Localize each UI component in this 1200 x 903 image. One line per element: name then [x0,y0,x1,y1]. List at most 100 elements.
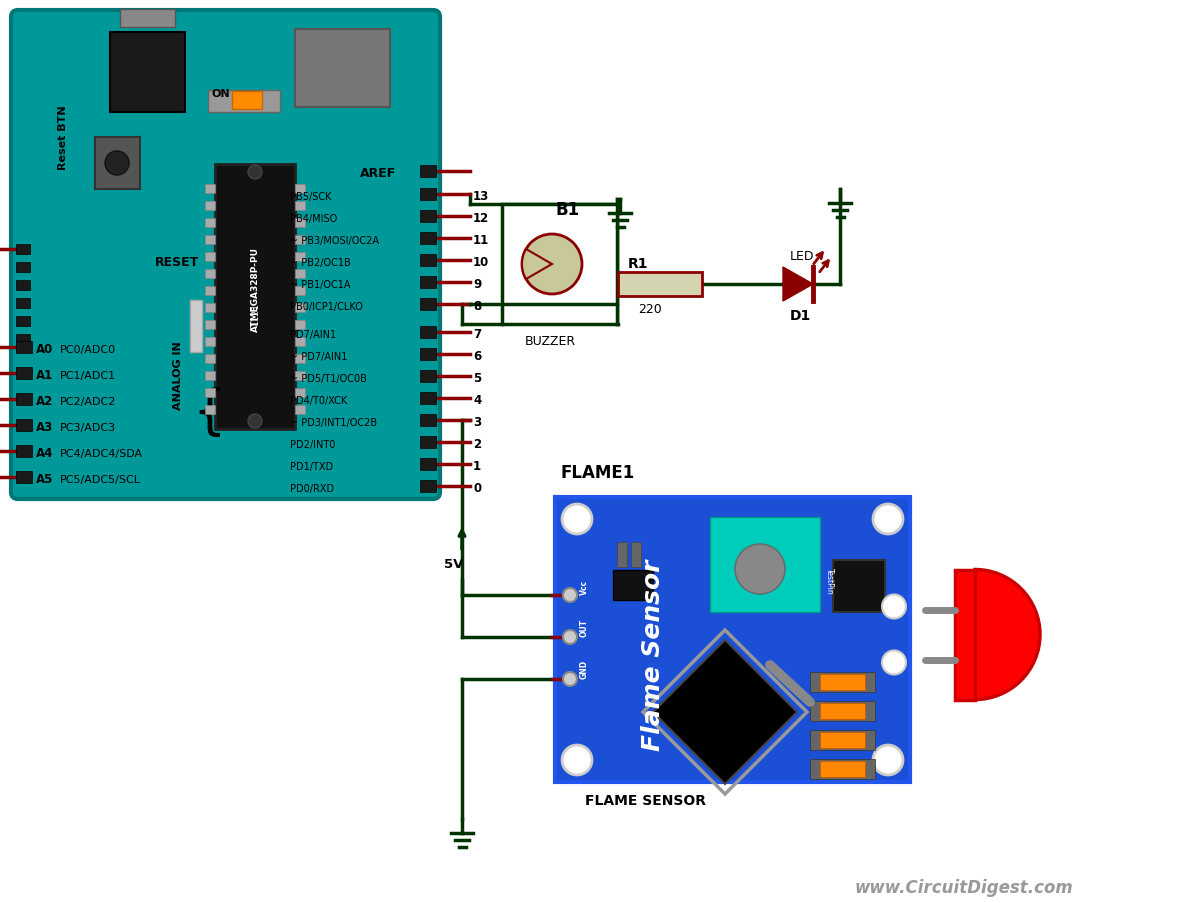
Text: A5: A5 [36,472,53,486]
Bar [295,321,305,330]
Circle shape [562,505,592,535]
Bar [16,341,32,354]
Circle shape [563,630,577,644]
Bar [205,303,215,312]
Bar [618,273,702,297]
Bar [205,201,215,210]
Bar [295,405,305,414]
Bar [205,405,215,414]
Text: 5V: 5V [444,557,463,571]
Bar [420,436,436,449]
Bar [295,372,305,380]
Text: PB4/MISO: PB4/MISO [290,214,337,224]
Text: PD0/RXD: PD0/RXD [290,483,334,493]
Wedge shape [976,570,1040,700]
Bar [295,253,305,262]
Circle shape [874,745,904,775]
Bar [295,355,305,364]
Text: PC4/ADC4/SDA: PC4/ADC4/SDA [60,449,143,459]
Circle shape [106,152,130,176]
Bar [16,299,30,309]
Text: BUZZER: BUZZER [526,335,576,348]
Text: ~ PD7/AIN1: ~ PD7/AIN1 [290,351,347,361]
Bar [295,185,305,194]
Text: 3: 3 [473,415,481,429]
Bar [420,210,436,223]
Text: D1: D1 [790,309,811,322]
Text: PD7/AIN1: PD7/AIN1 [290,330,336,340]
Bar [420,276,436,289]
Text: 13: 13 [473,190,490,203]
Bar [205,388,215,397]
Text: ATMEGA328P-PU: ATMEGA328P-PU [251,247,259,331]
Bar [16,335,30,345]
Text: 1: 1 [473,460,481,472]
Bar [205,338,215,347]
Bar [420,166,436,178]
Bar [120,10,175,28]
Text: A0: A0 [36,342,53,356]
Text: A1: A1 [36,368,53,382]
Bar [205,253,215,262]
Bar [208,91,280,113]
Text: 9: 9 [473,278,481,291]
Bar [295,30,390,107]
Text: PC3/ADC3: PC3/ADC3 [60,423,116,433]
Bar [420,393,436,405]
Bar [16,471,32,483]
Circle shape [248,166,262,180]
Bar [420,299,436,311]
Text: PB0/ICP1/CLKO: PB0/ICP1/CLKO [290,302,362,312]
Text: ~ PD3/INT1/OC2B: ~ PD3/INT1/OC2B [290,417,377,427]
Bar [205,321,215,330]
Bar [205,219,215,228]
Bar [710,517,820,612]
Bar [190,301,202,352]
Bar [502,205,617,325]
Text: 4: 4 [473,394,481,406]
Bar [16,263,30,273]
Bar [232,92,262,110]
Bar [617,543,628,567]
Text: A4: A4 [36,446,53,460]
Text: PB5/SCK: PB5/SCK [290,191,331,201]
Text: RESET: RESET [155,256,199,269]
Text: TestPin: TestPin [826,568,834,594]
Text: OUT: OUT [580,619,589,637]
Bar [810,702,875,721]
Bar [613,571,653,600]
Bar [16,420,32,432]
Text: PC0/ADC0: PC0/ADC0 [60,345,116,355]
Text: 10: 10 [473,256,490,269]
Bar [295,303,305,312]
Bar [205,286,215,295]
Bar [820,675,865,690]
Bar [16,368,32,379]
Text: GND: GND [580,659,589,678]
Text: AREF: AREF [360,167,396,180]
Bar [110,33,185,113]
Bar [420,327,436,339]
Text: FLAME SENSOR: FLAME SENSOR [586,793,706,807]
Text: 8: 8 [473,300,481,312]
Bar [295,236,305,245]
Wedge shape [522,250,552,280]
Text: 6: 6 [473,349,481,363]
Bar [16,445,32,458]
Bar [295,270,305,279]
Text: A3: A3 [36,421,53,433]
Bar [205,372,215,380]
Bar [215,165,295,430]
Text: PC2/ADC2: PC2/ADC2 [60,396,116,406]
Circle shape [562,745,592,775]
Text: Flame Sensor: Flame Sensor [641,559,665,750]
Text: ~ PB3/MOSI/OC2A: ~ PB3/MOSI/OC2A [290,236,379,246]
Text: B1: B1 [556,200,580,219]
Text: R1: R1 [628,256,648,271]
Bar [205,270,215,279]
Text: 12: 12 [473,212,490,225]
Text: 7: 7 [473,328,481,340]
Bar [295,388,305,397]
Text: Reset BTN: Reset BTN [58,106,68,170]
Circle shape [248,414,262,429]
